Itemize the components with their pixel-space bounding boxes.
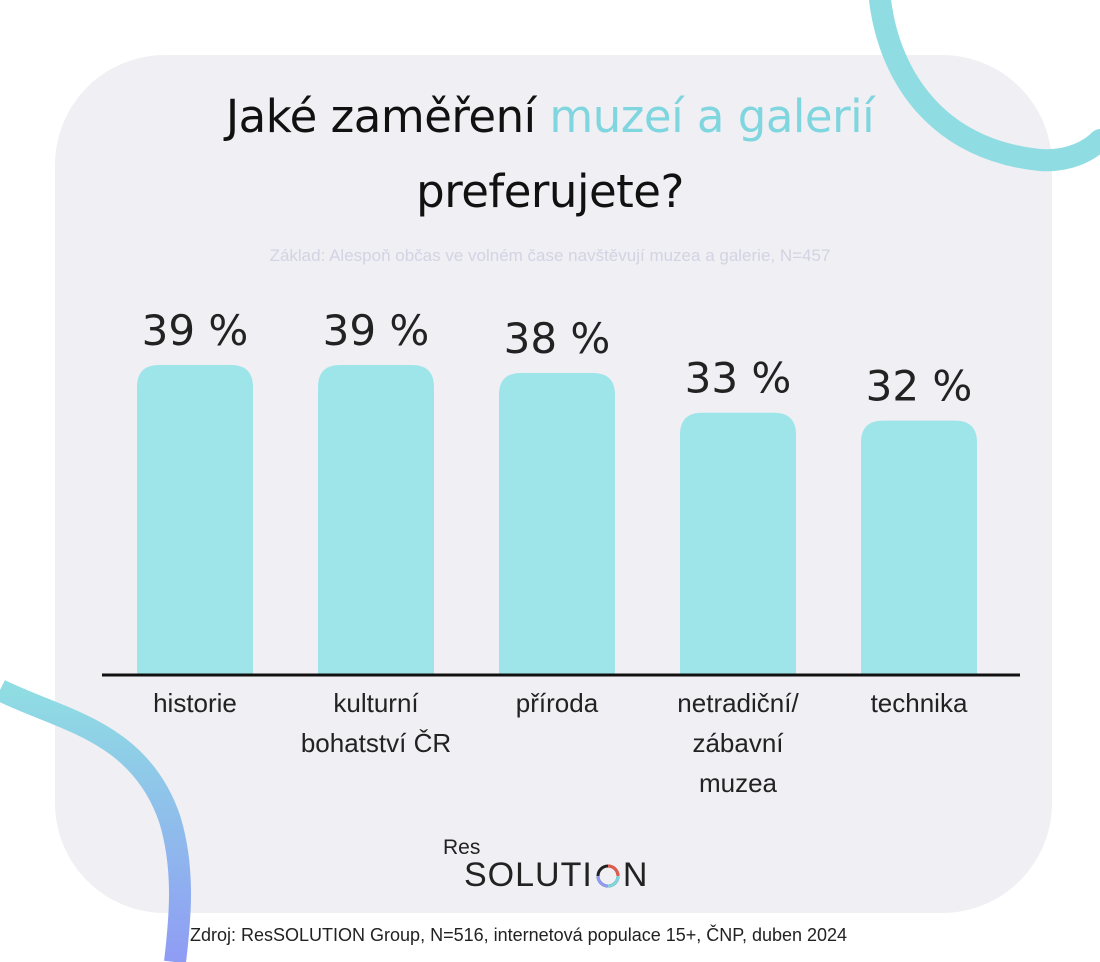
category-label-1-1: bohatství ČR	[301, 728, 451, 758]
category-label-3-0: netradiční/	[677, 688, 799, 718]
value-label-3: 33 %	[685, 354, 792, 403]
category-label-3-1: zábavní	[692, 728, 784, 758]
bar-0	[137, 365, 253, 675]
bar-4	[861, 420, 977, 675]
ressolution-logo: Res SOLUTI N	[440, 836, 680, 896]
category-label-4-0: technika	[871, 688, 968, 718]
bar-1	[318, 365, 434, 675]
source-footnote: Zdroj: ResSOLUTION Group, N=516, interne…	[190, 925, 848, 945]
logo-ring-icon	[596, 864, 620, 887]
logo-solution-left: SOLUTI	[464, 856, 593, 894]
bar-3	[680, 412, 796, 675]
logo-res: Res	[443, 836, 481, 859]
value-label-2: 38 %	[504, 314, 611, 363]
bar-2	[499, 372, 615, 675]
value-label-0: 39 %	[142, 306, 249, 355]
chart-title-line-1: Jaké zaměření muzeí a galerií	[0, 90, 1100, 143]
category-label-3-2: muzea	[699, 768, 778, 798]
value-label-4: 32 %	[866, 362, 973, 411]
category-label-0-0: historie	[153, 688, 237, 718]
title-highlight: muzeí a galerií	[549, 90, 875, 143]
category-label-2-0: příroda	[516, 688, 599, 718]
logo-solution-right: N	[622, 856, 649, 894]
value-label-1: 39 %	[323, 306, 430, 355]
chart-title-line-2: preferujete?	[416, 165, 684, 218]
title-text: Jaké zaměření	[225, 90, 550, 143]
category-label-1-0: kulturní	[333, 688, 419, 718]
logo-solution: SOLUTI N	[464, 856, 648, 895]
chart-subtitle: Základ: Alespoň občas ve volném čase nav…	[269, 246, 831, 265]
